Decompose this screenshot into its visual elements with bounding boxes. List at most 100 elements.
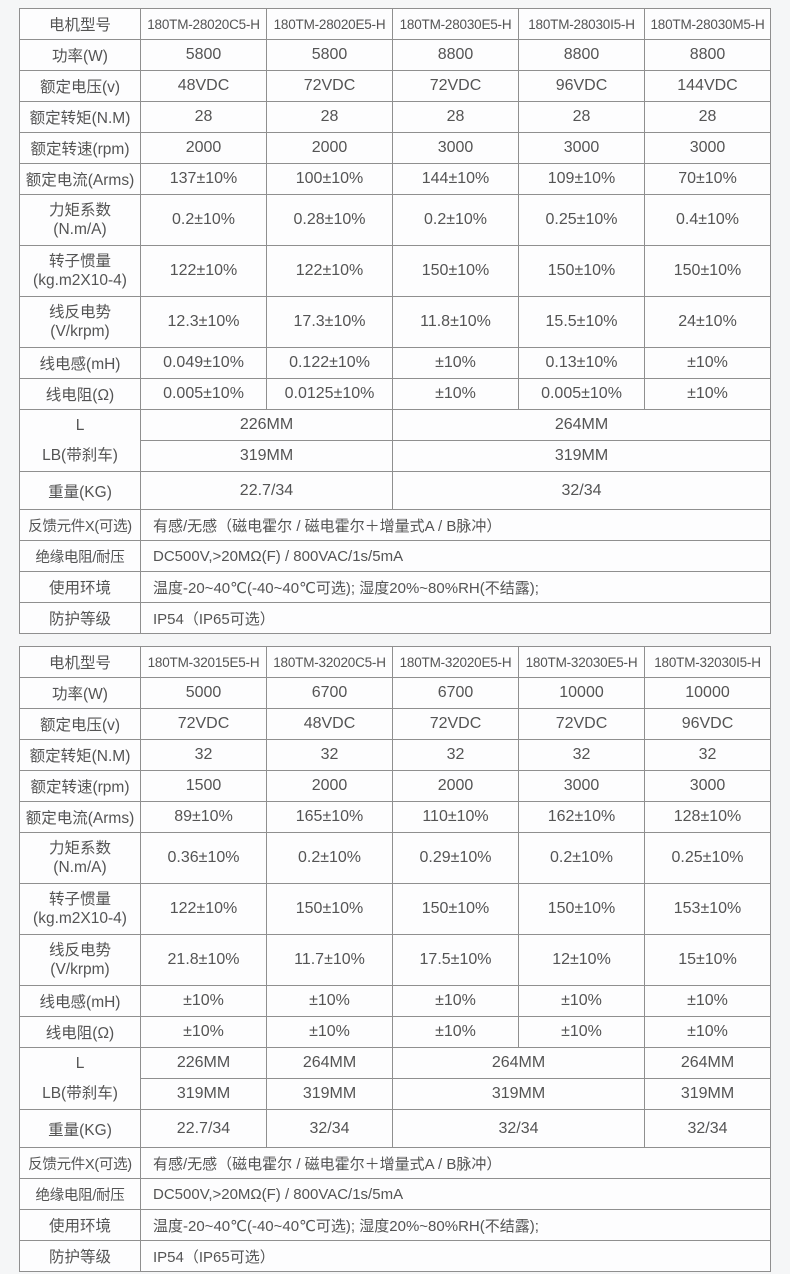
spec-value-cell: 0.0125±10% (266, 378, 393, 410)
dim-value-cell: 32/34 (392, 1109, 645, 1148)
spec-value-cell: ±10% (266, 985, 393, 1017)
spec-value-cell: 2000 (266, 770, 393, 802)
spec-value-cell: 0.13±10% (518, 347, 645, 379)
spec-value-cell: ±10% (644, 1016, 771, 1048)
spec-value-cell: 128±10% (644, 801, 771, 833)
spec-value-cell: 28 (266, 101, 393, 133)
note-value: 有感/无感（磁电霍尔 / 磁电霍尔＋增量式A / B脉冲） (140, 509, 771, 541)
spec-value-cell: 5000 (140, 677, 267, 709)
dim-value-cell: 319MM (392, 440, 771, 472)
spec-value-cell: 11.7±10% (266, 934, 393, 986)
spec-row-label: 转子惯量 (kg.m2X10-4) (19, 245, 141, 297)
spec-value-cell: 10000 (518, 677, 645, 709)
spec-value-cell: 2000 (392, 770, 519, 802)
spec-row-torque-constant: 力矩系数 (N.m/A) 0.2±10% 0.28±10% 0.2±10% 0.2… (19, 194, 771, 246)
spec-value-cell: 0.4±10% (644, 194, 771, 246)
model-header-label: 电机型号 (19, 646, 141, 678)
spec-row-current: 额定电流(Arms) 89±10% 165±10% 110±10% 162±10… (19, 801, 771, 833)
spec-value-cell: 28 (644, 101, 771, 133)
spec-value-cell: 0.2±10% (140, 194, 267, 246)
note-value: IP54（IP65可选） (140, 602, 771, 634)
dim-row-weight: 重量(KG) 22.7/34 32/34 (19, 471, 771, 510)
spec-value-cell: 32 (392, 739, 519, 771)
spec-row-label: 功率(W) (19, 39, 141, 71)
length-brake-label: LB(带刹车) (42, 446, 118, 464)
spec-value-cell: 122±10% (140, 245, 267, 297)
spec-value-cell: 72VDC (392, 708, 519, 740)
note-label: 防护等级 (19, 1240, 141, 1272)
spec-value-cell: 162±10% (518, 801, 645, 833)
spec-value-cell: 0.25±10% (644, 832, 771, 884)
spec-row-power: 功率(W) 5800 5800 8800 8800 8800 (19, 39, 771, 71)
spec-value-cell: 0.25±10% (518, 194, 645, 246)
length-labels-cell: L LB(带刹车) (19, 409, 141, 472)
spec-row-label: 线电感(mH) (19, 985, 141, 1017)
dim-row-length: L LB(带刹车) 226MM 264MM 264MM 264MM (19, 1047, 771, 1110)
spec-value-cell: 8800 (644, 39, 771, 71)
spec-value-cell: 0.36±10% (140, 832, 267, 884)
spec-value-cell: 89±10% (140, 801, 267, 833)
spec-value-cell: 28 (140, 101, 267, 133)
spec-value-cell: ±10% (392, 378, 519, 410)
spec-value-cell: 2000 (140, 132, 267, 164)
spec-value-cell: 122±10% (266, 245, 393, 297)
spec-row-label: 额定电压(v) (19, 70, 141, 102)
dim-row-length-brake: 319MM 319MM 319MM 319MM (20, 1078, 771, 1110)
model-name-cell: 180TM-32030I5-H (644, 646, 771, 678)
spec-value-cell: 96VDC (518, 70, 645, 102)
spec-row-back-emf: 线反电势 (V/krpm) 12.3±10% 17.3±10% 11.8±10% … (19, 296, 771, 348)
dim-value-cell: 319MM (644, 1078, 771, 1110)
weight-label: 重量(KG) (19, 1109, 141, 1148)
dim-value-cell: 32/34 (644, 1109, 771, 1148)
spec-row-current: 额定电流(Arms) 137±10% 100±10% 144±10% 109±1… (19, 163, 771, 195)
note-value: 有感/无感（磁电霍尔 / 磁电霍尔＋增量式A / B脉冲） (140, 1147, 771, 1179)
spec-value-cell: 32 (518, 739, 645, 771)
spec-value-cell: 153±10% (644, 883, 771, 935)
spec-value-cell: 21.8±10% (140, 934, 267, 986)
spec-value-cell: 3000 (518, 770, 645, 802)
spec-value-cell: 0.122±10% (266, 347, 393, 379)
spec-value-cell: 15±10% (644, 934, 771, 986)
spec-row-label: 力矩系数 (N.m/A) (19, 832, 141, 884)
motor-spec-table-180tm-28: 电机型号 180TM-28020C5-H 180TM-28020E5-H 180… (19, 8, 771, 634)
spec-row-label: 线电感(mH) (19, 347, 141, 379)
spec-row-label: 额定电流(Arms) (19, 801, 141, 833)
spec-value-cell: 0.2±10% (392, 194, 519, 246)
spec-row-label: 额定电流(Arms) (19, 163, 141, 195)
spec-value-cell: 144VDC (644, 70, 771, 102)
spec-row-torque: 额定转矩(N.M) 28 28 28 28 28 (19, 101, 771, 133)
dim-value-cell: 264MM (266, 1047, 393, 1079)
motor-spec-table-180tm-32: 电机型号 180TM-32015E5-H 180TM-32020C5-H 180… (19, 646, 771, 1272)
spec-row-label: 额定转矩(N.M) (19, 739, 141, 771)
spec-value-cell: 0.29±10% (392, 832, 519, 884)
spec-value-cell: 8800 (518, 39, 645, 71)
spec-value-cell: 150±10% (518, 245, 645, 297)
spec-value-cell: 0.005±10% (140, 378, 267, 410)
spec-value-cell: 32 (266, 739, 393, 771)
spec-row-label: 线反电势 (V/krpm) (19, 934, 141, 986)
weight-label: 重量(KG) (19, 471, 141, 510)
spec-value-cell: 96VDC (644, 708, 771, 740)
spec-row-label: 额定电压(v) (19, 708, 141, 740)
spec-row-label: 线反电势 (V/krpm) (19, 296, 141, 348)
spec-row-resistance: 线电阻(Ω) 0.005±10% 0.0125±10% ±10% 0.005±1… (19, 378, 771, 410)
spec-value-cell: 165±10% (266, 801, 393, 833)
model-name-cell: 180TM-28030I5-H (518, 8, 645, 40)
spec-value-cell: 3000 (392, 132, 519, 164)
length-brake-label: LB(带刹车) (42, 1084, 118, 1102)
spec-value-cell: 24±10% (644, 296, 771, 348)
note-row-insulation: 绝缘电阻/耐压 DC500V,>20MΩ(F) / 800VAC/1s/5mA (19, 1178, 771, 1210)
spec-value-cell: 3000 (518, 132, 645, 164)
spec-value-cell: 0.2±10% (518, 832, 645, 884)
model-header-row: 电机型号 180TM-28020C5-H 180TM-28020E5-H 180… (19, 8, 771, 40)
spec-value-cell: ±10% (392, 347, 519, 379)
length-label: L (75, 1054, 85, 1072)
note-row-environment: 使用环境 温度-20~40℃(-40~40℃可选); 湿度20%~80%RH(不… (19, 1209, 771, 1241)
spec-value-cell: 72VDC (518, 708, 645, 740)
note-row-protection: 防护等级 IP54（IP65可选） (19, 602, 771, 634)
model-name-cell: 180TM-28030E5-H (392, 8, 519, 40)
spec-row-torque-constant: 力矩系数 (N.m/A) 0.36±10% 0.2±10% 0.29±10% 0.… (19, 832, 771, 884)
spec-row-label: 额定转速(rpm) (19, 770, 141, 802)
note-value: DC500V,>20MΩ(F) / 800VAC/1s/5mA (140, 540, 771, 572)
